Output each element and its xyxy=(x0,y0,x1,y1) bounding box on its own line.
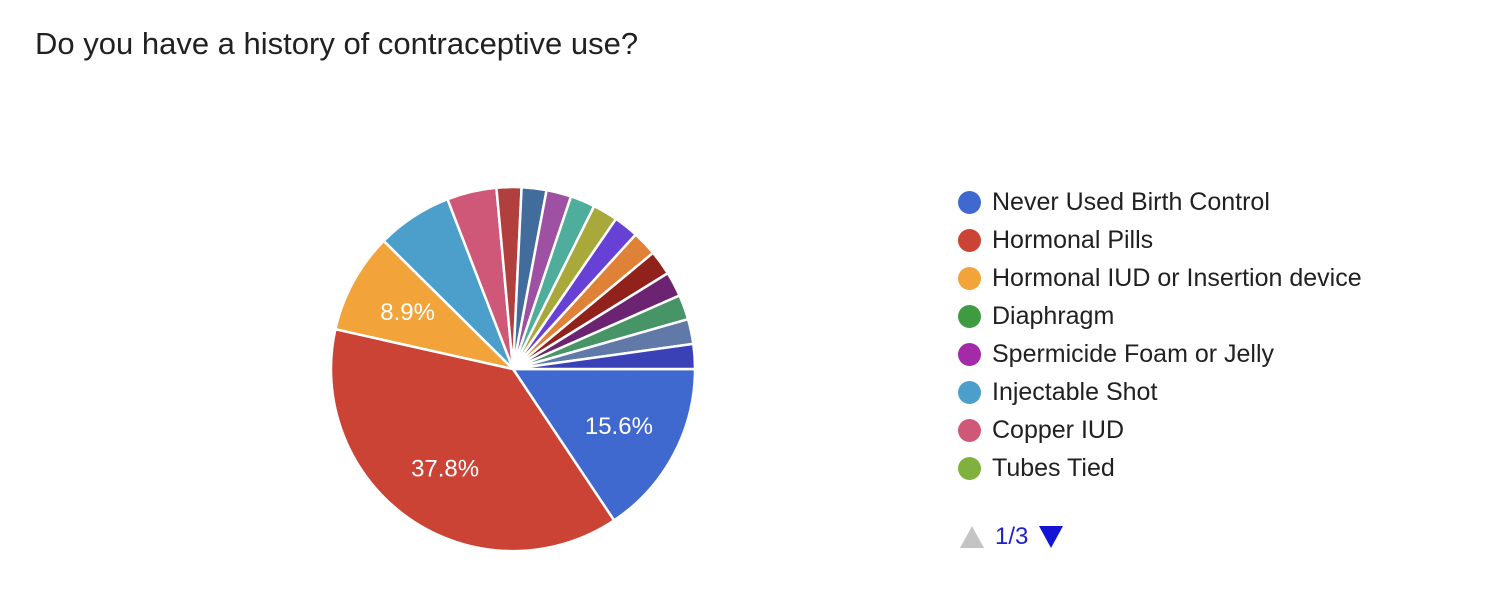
pie-slice[interactable] xyxy=(334,239,515,371)
legend-item-label: Copper IUD xyxy=(992,415,1124,444)
pie-slice-percent-label: 15.6% xyxy=(585,413,653,440)
legend-item-label: Tubes Tied xyxy=(992,453,1115,482)
legend-item: Hormonal Pills xyxy=(958,221,1362,259)
legend-item-label: Injectable Shot xyxy=(992,377,1158,406)
pie-slice-percent-label: 37.8% xyxy=(411,456,479,483)
legend-item-label: Hormonal Pills xyxy=(992,225,1154,254)
legend-color-dot-icon xyxy=(958,228,981,252)
legend-item-label: Diaphragm xyxy=(992,301,1115,330)
legend-item-label: Hormonal IUD or Insertion device xyxy=(992,263,1362,292)
legend-color-dot-icon xyxy=(958,342,981,366)
pager-position: 1/3 xyxy=(995,523,1029,550)
legend-pager: 1/3 xyxy=(959,521,1064,553)
pie-slice-percent-label: 8.9% xyxy=(380,299,435,326)
legend-color-dot-icon xyxy=(958,304,981,328)
chart-legend: Never Used Birth Control Hormonal Pills Ho… xyxy=(958,183,1362,487)
legend-color-dot-icon xyxy=(958,418,981,442)
legend-color-dot-icon xyxy=(958,190,981,214)
legend-color-dot-icon xyxy=(958,456,981,480)
pie-chart: 15.6% 37.8% 8.9% xyxy=(329,185,697,553)
legend-item: Diaphragm xyxy=(958,297,1362,335)
legend-item: Never Used Birth Control xyxy=(958,183,1362,221)
legend-item: Hormonal IUD or Insertion device xyxy=(958,259,1362,297)
legend-item-label: Spermicide Foam or Jelly xyxy=(992,339,1275,368)
legend-item: Copper IUD xyxy=(958,411,1362,449)
legend-color-dot-icon xyxy=(958,380,981,404)
pie-slice[interactable] xyxy=(511,367,697,522)
question-title: Do you have a history of contraceptive u… xyxy=(35,26,639,61)
legend-item-label: Never Used Birth Control xyxy=(992,187,1270,216)
legend-item: Injectable Shot xyxy=(958,373,1362,411)
legend-item: Tubes Tied xyxy=(958,449,1362,487)
pie-slice[interactable] xyxy=(511,342,697,371)
legend-color-dot-icon xyxy=(958,266,981,290)
pager-up-icon[interactable] xyxy=(959,525,985,549)
pie-slice[interactable] xyxy=(329,327,616,553)
legend-item: Spermicide Foam or Jelly xyxy=(958,335,1362,373)
pager-down-icon[interactable] xyxy=(1038,525,1064,549)
